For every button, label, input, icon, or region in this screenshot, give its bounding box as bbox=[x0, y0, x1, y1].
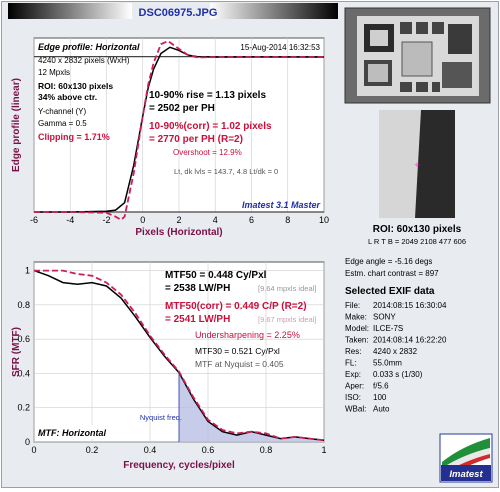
mtf-corner-label: MTF: Horizontal bbox=[38, 428, 106, 438]
exif-value: f/5.6 bbox=[373, 382, 389, 391]
mtf50-ideal: [9.64 mpxls ideal] bbox=[258, 284, 316, 293]
mtf50-corr-ideal: [9.67 mpxls ideal] bbox=[258, 315, 316, 324]
mtf-xtick-3: 0.6 bbox=[202, 445, 215, 455]
mtf-xtick-0: 0 bbox=[31, 445, 36, 455]
edge-xtick-5: 4 bbox=[213, 215, 218, 225]
mtf-ytick-1: 0.2 bbox=[17, 403, 30, 413]
edge-heading: Edge profile: Horizontal bbox=[38, 42, 140, 52]
side-panel: + ROI: 60x130 pixels L R T B = 2049 2108… bbox=[344, 7, 493, 483]
exif-key: WBal: bbox=[345, 405, 366, 414]
edge-roi-line-1: ROI: 60x130 pixels bbox=[38, 81, 113, 91]
mtf-xtick-4: 0.8 bbox=[260, 445, 273, 455]
undersharpening: Undersharpening = 2.25% bbox=[195, 330, 300, 340]
mtf30: MTF30 = 0.521 Cy/Pxl bbox=[195, 346, 280, 356]
edge-corr-line-2: = 2770 per PH (R=2) bbox=[149, 134, 243, 145]
exif-list: File: 2014:08:15 16:30:04 Make: SONY Model: I… bbox=[345, 301, 447, 414]
exif-title: Selected EXIF data bbox=[345, 286, 435, 297]
edge-timestamp: 15-Aug-2014 16:32:53 bbox=[240, 43, 320, 52]
roi-crosshair-icon: + bbox=[414, 160, 419, 170]
exif-key: Model: bbox=[345, 324, 369, 333]
exif-key: FL: bbox=[345, 359, 357, 368]
edge-angle: Edge angle = -5.16 degs bbox=[345, 257, 432, 266]
exif-value: 55.0mm bbox=[373, 359, 402, 368]
mtf-series-corrected-line bbox=[34, 269, 325, 442]
edge-gamma: Gamma = 0.5 bbox=[38, 119, 87, 128]
mtf-xtick-5: 1 bbox=[321, 445, 326, 455]
mtf-corner-label-bg bbox=[36, 425, 114, 439]
mtf50-corr-line-1: MTF50(corr) = 0.449 C/P (R=2) bbox=[165, 301, 307, 312]
gray-ramp-bar-right bbox=[210, 3, 338, 19]
exif-value: 100 bbox=[373, 393, 387, 402]
edge-roi-line-2: 34% above ctr. bbox=[38, 92, 97, 102]
mtf-ytick-4: 0.8 bbox=[17, 300, 30, 310]
edge-series-corrected-line bbox=[34, 40, 325, 221]
mtf50-corr-line-2: = 2541 LW/PH bbox=[165, 314, 230, 325]
nyquist-shaded-region bbox=[179, 372, 324, 442]
exif-key: Aper: bbox=[345, 382, 364, 391]
mtf50-line-2: = 2538 LW/PH bbox=[165, 283, 230, 294]
edge-info-line-2: 12 Mpxls bbox=[38, 68, 70, 77]
edge-xtick-7: 8 bbox=[285, 215, 290, 225]
roi-title: ROI: 60x130 pixels bbox=[373, 224, 462, 235]
exif-value: ILCE-7S bbox=[373, 324, 403, 333]
exif-key: ISO: bbox=[345, 393, 361, 402]
nyquist-label: Nyquist freq. bbox=[140, 413, 182, 422]
logo-red-swoosh bbox=[442, 454, 490, 480]
chart-contrast: Estm. chart contrast = 897 bbox=[345, 269, 439, 278]
edge-rise-line-2: = 2502 per PH bbox=[149, 103, 215, 114]
edge-lt-dk-levels: Lt, dk lvls = 143.7, 4.8 Lt/dk = 0 bbox=[174, 167, 278, 176]
gray-ramp-bar bbox=[8, 3, 132, 19]
edge-overshoot: Overshoot = 12.9% bbox=[173, 148, 242, 157]
mtf-xlabel: Frequency, cycles/pixel bbox=[123, 460, 235, 471]
imatest-brand: Imatest 3.1 Master bbox=[242, 200, 321, 210]
exif-value: SONY bbox=[373, 313, 396, 322]
mtf-xtick-2: 0.4 bbox=[144, 445, 157, 455]
edge-profile-plot: -6 -4 -2 0 2 4 6 8 10 Edge profile: Horizontal 1… bbox=[11, 37, 329, 238]
edge-xlabel: Pixels (Horizontal) bbox=[135, 227, 222, 238]
report-canvas: DSC06975.JPG -6 -4 -2 0 2 4 6 8 10 Edge profile:… bbox=[8, 3, 493, 483]
exif-value: 2014:08:14 16:22:20 bbox=[373, 336, 447, 345]
imatest-logo: Imatest bbox=[439, 433, 493, 483]
mtf-ytick-0: 0 bbox=[25, 437, 30, 447]
mtf50-line-1: MTF50 = 0.448 Cy/Pxl bbox=[165, 270, 267, 281]
mtf-ytick-5: 1 bbox=[25, 266, 30, 276]
exif-value: 4240 x 2832 bbox=[373, 347, 418, 356]
edge-xtick-2: -2 bbox=[102, 215, 110, 225]
edge-channel: Y-channel (Y) bbox=[38, 107, 87, 116]
mtf-ytick-2: 0.4 bbox=[17, 368, 30, 378]
exif-key: Res: bbox=[345, 347, 361, 356]
file-title: DSC06975.JPG bbox=[139, 7, 218, 19]
logo-text: Imatest bbox=[449, 469, 483, 480]
mtf-at-nyquist: MTF at Nyquist = 0.405 bbox=[195, 359, 284, 369]
edge-xtick-6: 6 bbox=[249, 215, 254, 225]
mtf-xtick-1: 0.2 bbox=[86, 445, 99, 455]
exif-value: 0.033 s (1/30) bbox=[373, 370, 423, 379]
exif-value: Auto bbox=[373, 405, 390, 414]
edge-xtick-0: -6 bbox=[30, 215, 38, 225]
edge-rise-line-1: 10-90% rise = 1.13 pixels bbox=[149, 90, 266, 101]
edge-xtick-3: 0 bbox=[140, 215, 145, 225]
chart-thumbnail bbox=[344, 7, 491, 104]
edge-xtick-1: -4 bbox=[66, 215, 74, 225]
roi-crop-image: + bbox=[379, 110, 455, 218]
exif-key: Exp: bbox=[345, 370, 361, 379]
edge-xtick-4: 2 bbox=[176, 215, 181, 225]
mtf-ylabel: SFR (MTF) bbox=[11, 327, 22, 377]
edge-corr-line-1: 10-90%(corr) = 1.02 pixels bbox=[149, 121, 272, 132]
edge-xtick-8: 10 bbox=[319, 215, 329, 225]
edge-info-line-1: 4240 x 2832 pixels (WxH) bbox=[38, 56, 130, 65]
exif-key: Make: bbox=[345, 313, 367, 322]
exif-value: 2014:08:15 16:30:04 bbox=[373, 301, 447, 310]
roi-coords: L R T B = 2049 2108 477 606 bbox=[368, 237, 466, 246]
mtf-ytick-3: 0.6 bbox=[17, 334, 30, 344]
exif-key: File: bbox=[345, 301, 360, 310]
edge-clipping: Clipping = 1.71% bbox=[38, 132, 110, 142]
mtf-plot: 0 0.2 0.4 0.6 0.8 1 0 0.2 0.4 0.6 0.8 1 MTF50 = 0.4… bbox=[11, 261, 327, 471]
exif-key: Taken: bbox=[345, 336, 369, 345]
edge-ylabel: Edge profile (linear) bbox=[11, 78, 22, 172]
